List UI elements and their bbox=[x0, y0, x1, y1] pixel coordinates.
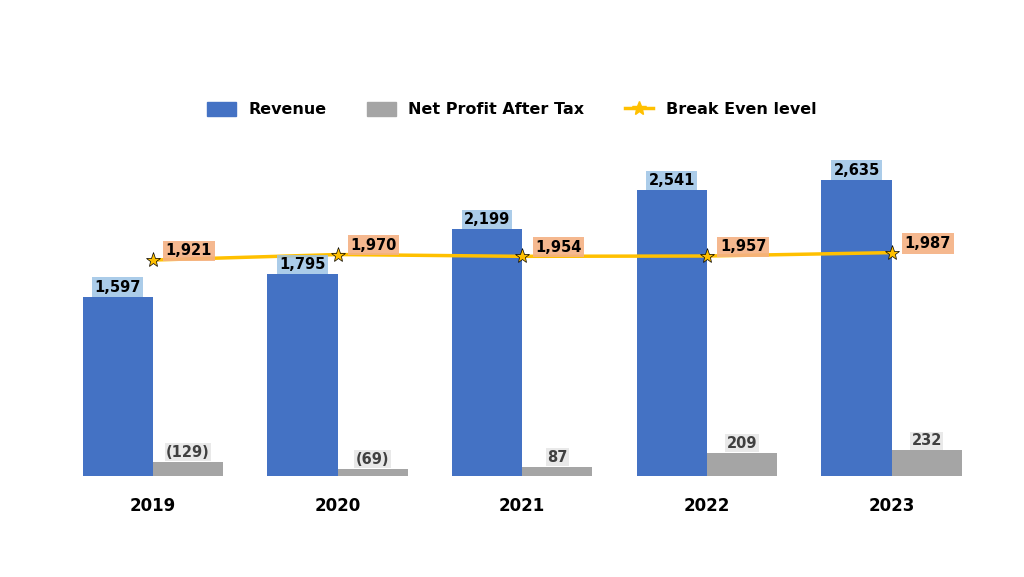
Bar bbox=[267, 274, 338, 477]
Text: 232: 232 bbox=[911, 433, 942, 448]
Text: 2,635: 2,635 bbox=[834, 163, 880, 178]
Text: 1,954: 1,954 bbox=[536, 239, 582, 254]
Bar bbox=[452, 228, 522, 477]
Text: 2,199: 2,199 bbox=[464, 212, 510, 227]
Text: 209: 209 bbox=[727, 436, 758, 451]
Bar bbox=[83, 297, 153, 477]
Bar bbox=[153, 462, 223, 477]
Text: Break Even Chart ($'000): Break Even Chart ($'000) bbox=[365, 45, 659, 65]
Text: (69): (69) bbox=[356, 452, 389, 467]
Text: 1,597: 1,597 bbox=[94, 279, 141, 294]
Text: 1,957: 1,957 bbox=[720, 239, 766, 254]
Text: (129): (129) bbox=[166, 445, 210, 460]
Text: 2020: 2020 bbox=[314, 497, 360, 515]
Bar bbox=[821, 179, 892, 477]
Legend: Revenue, Net Profit After Tax, Break Even level: Revenue, Net Profit After Tax, Break Eve… bbox=[201, 95, 823, 124]
Text: 87: 87 bbox=[547, 449, 567, 464]
Text: 2023: 2023 bbox=[868, 497, 914, 515]
Text: 2021: 2021 bbox=[499, 497, 546, 515]
Text: 1,795: 1,795 bbox=[280, 257, 326, 272]
Text: 2019: 2019 bbox=[130, 497, 176, 515]
Bar bbox=[338, 469, 408, 477]
Bar bbox=[707, 453, 777, 477]
Text: 1,921: 1,921 bbox=[166, 243, 212, 258]
Bar bbox=[637, 190, 707, 477]
Bar bbox=[892, 450, 962, 477]
Bar bbox=[522, 467, 593, 477]
Text: 2,541: 2,541 bbox=[648, 173, 695, 188]
Text: 2022: 2022 bbox=[684, 497, 730, 515]
Text: 1,987: 1,987 bbox=[904, 236, 951, 251]
Text: 1,970: 1,970 bbox=[350, 238, 397, 253]
